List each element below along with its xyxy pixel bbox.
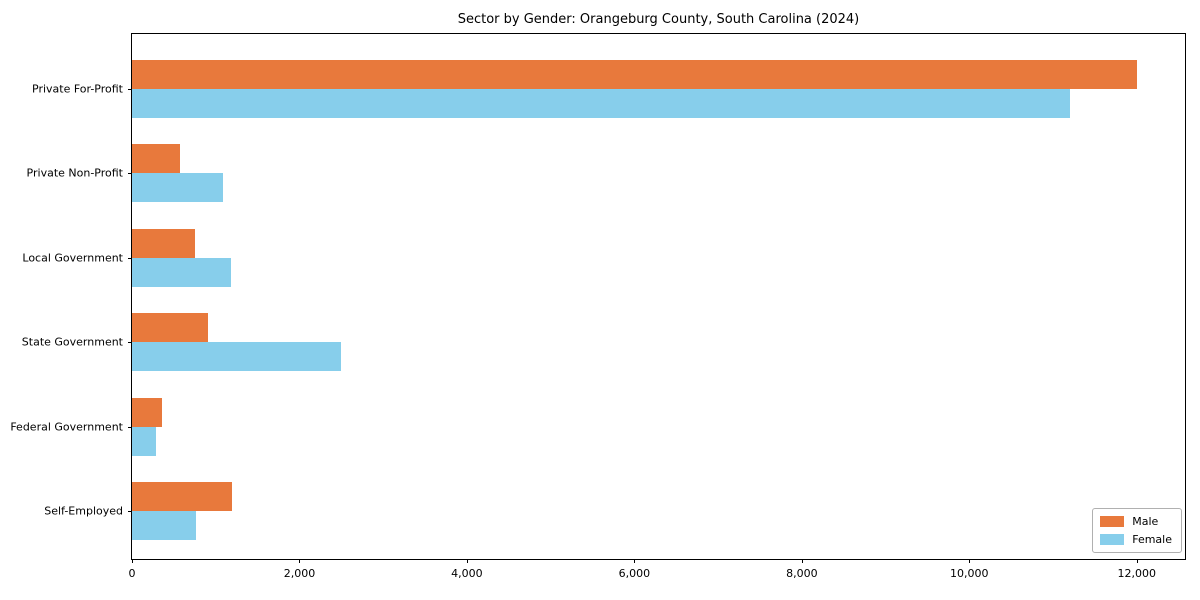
x-tick-4	[634, 559, 636, 563]
bar-male-4	[132, 313, 209, 343]
bar-male-6	[132, 482, 233, 512]
x-tick-label-1: 0	[128, 567, 136, 580]
x-tick-label-7: 12,000	[1117, 567, 1157, 580]
bar-female-4	[132, 342, 342, 372]
y-axis-label-6: Self-Employed	[44, 504, 123, 518]
x-tick-5	[801, 559, 803, 563]
x-tick-label-3: 4,000	[451, 567, 483, 580]
y-axis-label-3: Local Government	[22, 251, 123, 265]
x-tick-label-5: 8,000	[786, 567, 818, 580]
y-axis-label-5: Federal Government	[10, 420, 123, 434]
bar-female-2	[132, 173, 224, 203]
y-tick-4	[128, 342, 132, 344]
y-axis-label-1: Private For-Profit	[32, 82, 123, 96]
y-tick-5	[128, 426, 132, 428]
x-tick-label-6: 10,000	[950, 567, 989, 580]
y-axis-label-2: Private Non-Profit	[26, 166, 123, 180]
bar-male-3	[132, 228, 195, 258]
y-axis-label-4: State Government	[21, 335, 123, 349]
bar-male-1	[132, 59, 1137, 89]
plot-area: Private For-Profit Private Non-Profit Loca…	[10, 33, 1186, 580]
y-tick-3	[128, 257, 132, 259]
x-tick-label-2: 2,000	[283, 567, 316, 580]
x-tick-6	[969, 559, 971, 563]
y-tick-6	[128, 511, 132, 513]
bar-female-5	[132, 426, 157, 456]
bar-male-2	[132, 144, 180, 174]
x-tick-3	[466, 559, 468, 563]
y-tick-2	[128, 173, 132, 175]
bar-female-3	[132, 257, 231, 287]
x-tick-7	[1136, 559, 1138, 563]
x-tick-2	[299, 559, 301, 563]
chart-title: Sector by Gender: Orangeburg County, Sou…	[457, 12, 860, 27]
bar-female-6	[132, 511, 197, 541]
x-tick-label-4: 6,000	[618, 567, 651, 580]
bar-male-5	[132, 397, 163, 427]
bar-female-1	[132, 88, 1070, 119]
x-tick-1	[132, 559, 133, 563]
y-tick-1	[128, 88, 132, 90]
